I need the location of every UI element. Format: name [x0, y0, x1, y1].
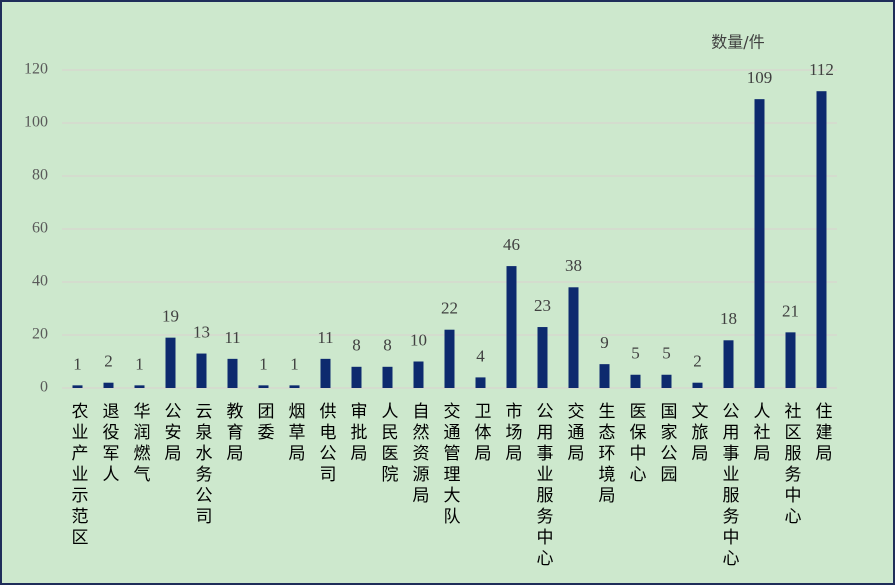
- bar: [630, 374, 641, 388]
- value-label: 1: [290, 354, 299, 373]
- x-tick-label: 住建局: [812, 402, 833, 465]
- bar: [444, 329, 455, 388]
- bar: [134, 385, 145, 388]
- y-tick-label: 0: [40, 379, 48, 396]
- bar: [320, 358, 331, 388]
- x-tick-label: 供电公司: [316, 402, 337, 486]
- x-tick-label: 团委: [254, 402, 275, 444]
- y-tick-label: 80: [32, 167, 48, 184]
- value-label: 109: [747, 68, 773, 87]
- bar: [599, 364, 610, 388]
- value-label: 1: [73, 354, 82, 373]
- x-tick-label: 人社局: [750, 402, 771, 465]
- bar: [816, 91, 827, 388]
- x-tick-label: 文旅局: [688, 402, 709, 465]
- value-label: 46: [503, 235, 520, 254]
- value-label: 11: [224, 328, 240, 347]
- x-tick-label: 云泉水务公司: [192, 402, 213, 528]
- x-tick-label: 生态环境局: [595, 402, 616, 507]
- bar: [258, 385, 269, 388]
- bar: [103, 382, 114, 388]
- bar: [196, 353, 207, 388]
- value-label: 8: [352, 336, 361, 355]
- value-label: 22: [441, 299, 458, 318]
- y-tick-label: 20: [32, 326, 48, 343]
- value-label: 2: [104, 352, 113, 371]
- value-label: 10: [410, 330, 427, 349]
- y-tick-label: 60: [32, 220, 48, 237]
- unit-label: 数量/件: [711, 33, 764, 52]
- value-label: 1: [135, 354, 144, 373]
- x-tick-label: 自然资源局: [409, 402, 430, 507]
- bar: [227, 358, 238, 388]
- value-label: 19: [162, 307, 179, 326]
- bar: [661, 374, 672, 388]
- value-label: 38: [565, 256, 582, 275]
- x-tick-label: 市场局: [502, 402, 523, 465]
- bar: [723, 340, 734, 388]
- x-tick-label: 交通管理大队: [440, 402, 461, 528]
- x-tick-label: 退役军人: [99, 402, 120, 486]
- x-tick-label: 教育局: [223, 402, 244, 465]
- bar: [351, 366, 362, 388]
- y-tick-label: 100: [24, 114, 48, 131]
- y-tick-label: 120: [24, 61, 48, 78]
- x-tick-label: 公用事业服务中心: [533, 402, 554, 570]
- x-tick-label: 公用事业服务中心: [719, 402, 740, 570]
- x-tick-label: 华润燃气: [130, 402, 151, 486]
- bar: [475, 377, 486, 388]
- value-label: 21: [782, 301, 799, 320]
- value-label: 11: [317, 328, 333, 347]
- value-label: 1: [259, 354, 268, 373]
- value-label: 8: [383, 336, 392, 355]
- bar: [754, 99, 765, 389]
- x-tick-label: 烟草局: [285, 402, 306, 465]
- bar: [537, 327, 548, 388]
- value-label: 5: [631, 344, 640, 363]
- x-tick-label: 社区服务中心: [781, 402, 802, 528]
- bar: [692, 382, 703, 388]
- bar: [165, 337, 176, 388]
- value-label: 18: [720, 309, 737, 328]
- y-tick-label: 40: [32, 273, 48, 290]
- value-label: 23: [534, 296, 551, 315]
- x-tick-label: 交通局: [564, 402, 585, 465]
- value-label: 13: [193, 322, 210, 341]
- x-tick-label: 卫体局: [471, 402, 492, 465]
- bar: [382, 366, 393, 388]
- value-label: 4: [476, 346, 485, 365]
- value-label: 9: [600, 333, 609, 352]
- bar: [72, 385, 83, 388]
- bar: [785, 332, 796, 388]
- x-tick-label: 国家公园: [657, 402, 678, 486]
- x-tick-label: 审批局: [347, 402, 368, 465]
- bar: [289, 385, 300, 388]
- x-tick-label: 公安局: [161, 402, 182, 465]
- bar: [506, 266, 517, 388]
- bar: [568, 287, 579, 388]
- x-tick-label: 人民医院: [378, 402, 399, 486]
- x-tick-label: 医保中心: [626, 402, 647, 486]
- value-label: 2: [693, 352, 702, 371]
- value-label: 5: [662, 344, 671, 363]
- value-label: 112: [809, 60, 834, 79]
- bar: [413, 361, 424, 388]
- x-tick-label: 农业产业示范区: [68, 402, 89, 549]
